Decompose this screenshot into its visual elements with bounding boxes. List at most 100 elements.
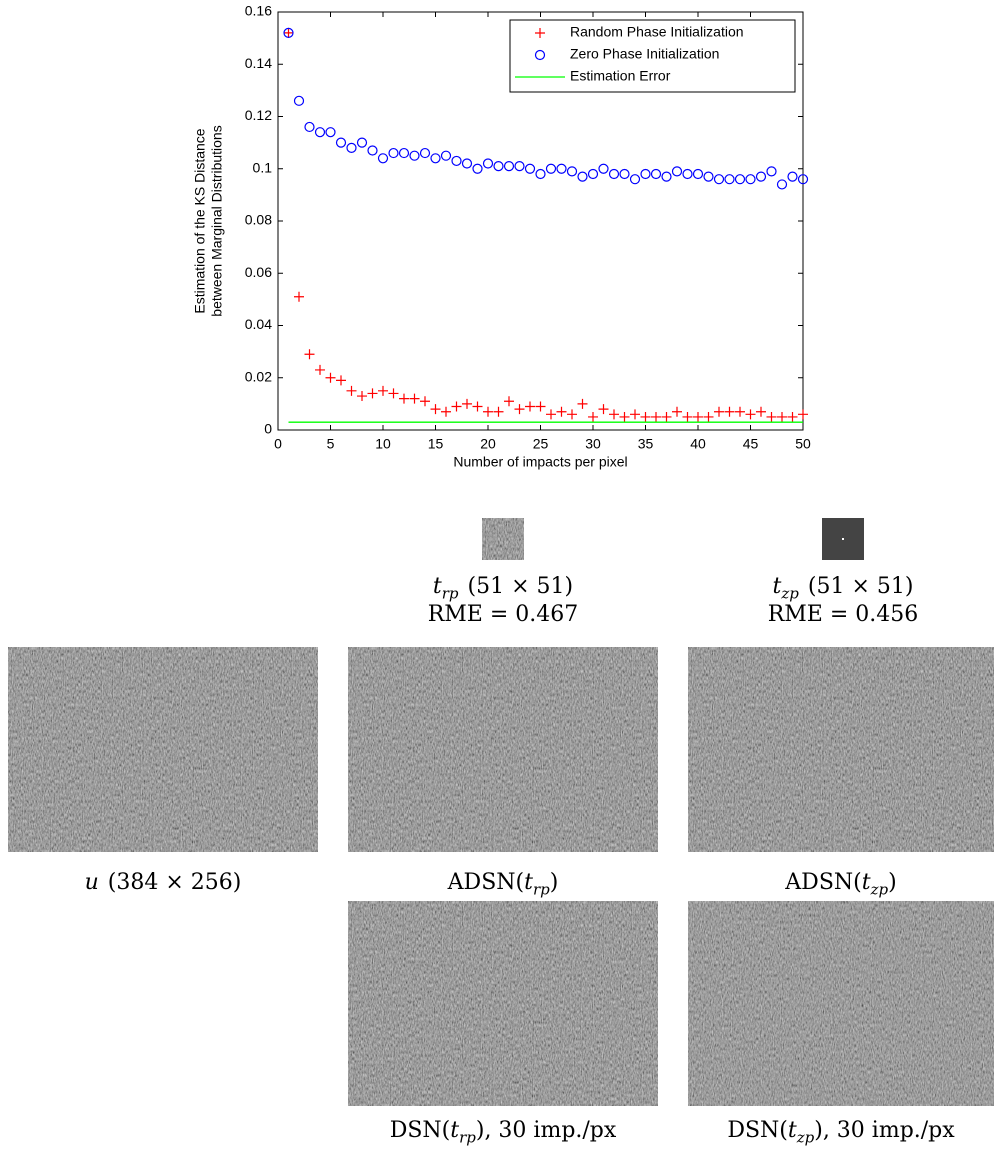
caption-suffix: ), 30 imp./px <box>475 1118 617 1143</box>
plus-marker <box>399 393 409 404</box>
plus-marker <box>420 396 430 407</box>
legend-label: Estimation Error <box>570 68 671 84</box>
caption-size: (51 × 51) <box>467 574 574 599</box>
plus-marker <box>315 364 325 375</box>
plus-marker <box>756 406 766 417</box>
plus-marker <box>367 388 378 399</box>
plus-marker <box>798 409 808 420</box>
plus-marker <box>619 411 630 422</box>
y-tick-label: 0.12 <box>245 107 272 123</box>
circle-marker <box>766 166 777 177</box>
plus-marker <box>598 404 609 415</box>
plus-marker <box>777 411 787 422</box>
y-tick-label: 0.16 <box>245 3 272 19</box>
image-caption: DSN(tzp), 30 imp./px <box>676 1118 994 1146</box>
circle-marker <box>535 168 546 180</box>
texture-image <box>348 901 658 1106</box>
circle-marker <box>440 150 452 161</box>
caption-subscript: zp <box>781 584 799 603</box>
plus-marker <box>304 349 315 360</box>
texture-image <box>8 647 318 852</box>
caption-subscript: zp <box>796 1128 815 1147</box>
circle-marker <box>482 158 494 169</box>
x-axis-label: Number of impacts per pixel <box>453 454 627 470</box>
x-tick-label: 30 <box>585 436 601 452</box>
image-caption: ADSN(tzp) <box>676 870 994 898</box>
circle-marker <box>608 168 620 180</box>
plus-marker <box>640 411 651 422</box>
plus-marker <box>672 406 682 417</box>
circle-marker <box>514 161 525 172</box>
thumbnail-rp <box>482 518 524 560</box>
caption-metric: RME = 0.467 <box>427 602 579 628</box>
chart: 0 0.02 0.04 0.06 0.08 0.1 0.12 0.14 0.16 0 5 10 15 20… <box>192 3 811 470</box>
circle-marker <box>451 155 462 167</box>
plus-marker <box>504 396 514 407</box>
circle-marker <box>493 161 504 172</box>
x-tick-label: 45 <box>743 436 759 452</box>
circle-marker <box>713 174 725 185</box>
plus-marker <box>546 409 556 420</box>
plus-marker <box>325 372 336 383</box>
x-tick-label: 20 <box>480 436 496 452</box>
caption-metric: RME = 0.456 <box>767 602 919 628</box>
circle-marker <box>503 161 515 172</box>
caption-symbol: t <box>787 1118 797 1143</box>
circle-marker <box>545 163 557 174</box>
caption-symbol: t <box>772 574 782 599</box>
thumbnail-zp <box>822 518 864 560</box>
circle-marker <box>755 171 767 182</box>
x-tick-label: 50 <box>795 436 811 452</box>
circle-marker <box>703 171 714 182</box>
plus-marker <box>357 391 367 402</box>
plus-marker <box>766 411 777 422</box>
circle-marker <box>734 174 746 185</box>
plus-marker <box>567 409 577 420</box>
plus-marker <box>787 411 798 422</box>
circle-marker <box>724 174 735 185</box>
plus-marker <box>441 406 451 417</box>
circle-marker <box>377 153 389 164</box>
plus-marker <box>493 406 504 417</box>
circle-marker <box>619 168 630 180</box>
legend-label: Random Phase Initialization <box>570 24 744 40</box>
plus-marker <box>514 404 525 415</box>
y-tick-label: 0.02 <box>245 368 272 384</box>
plus-marker <box>661 411 672 422</box>
y-axis-label: Estimation of the KS Distance <box>192 128 208 313</box>
circle-marker <box>367 145 378 156</box>
circle-marker <box>356 137 368 148</box>
y-axis-label: between Marginal Distributions <box>209 125 225 316</box>
circle-marker <box>598 163 609 174</box>
plus-marker <box>588 411 598 422</box>
y-tick-label: 0 <box>264 421 272 437</box>
circle-marker <box>692 168 704 180</box>
x-tick-label: 5 <box>327 436 335 452</box>
circle-marker <box>430 153 441 164</box>
caption-symbol: t <box>450 1118 460 1143</box>
plus-marker <box>378 385 388 396</box>
plus-marker <box>735 406 745 417</box>
caption-symbol: t <box>432 574 442 599</box>
texture-image <box>348 647 658 852</box>
plus-marker <box>535 401 546 412</box>
plus-marker <box>283 27 294 38</box>
circle-marker <box>629 174 641 185</box>
circle-marker <box>661 171 672 182</box>
circle-marker <box>577 171 588 182</box>
y-tick-label: 0.1 <box>253 159 273 175</box>
caption-subscript: rp <box>532 880 550 899</box>
plus-marker <box>703 411 714 422</box>
caption-subscript: zp <box>870 880 889 899</box>
plus-marker <box>651 411 661 422</box>
caption-symbol: u <box>84 870 99 895</box>
plus-marker <box>388 388 399 399</box>
y-tick-label: 0.04 <box>245 316 272 332</box>
y-tick-label: 0.06 <box>245 264 272 280</box>
plus-marker <box>451 401 462 412</box>
plus-marker <box>693 411 703 422</box>
plus-marker <box>294 291 304 302</box>
thumbnail-caption: trp (51 × 51) RME = 0.467 <box>338 574 668 627</box>
plus-marker <box>682 411 693 422</box>
plus-marker <box>724 406 735 417</box>
